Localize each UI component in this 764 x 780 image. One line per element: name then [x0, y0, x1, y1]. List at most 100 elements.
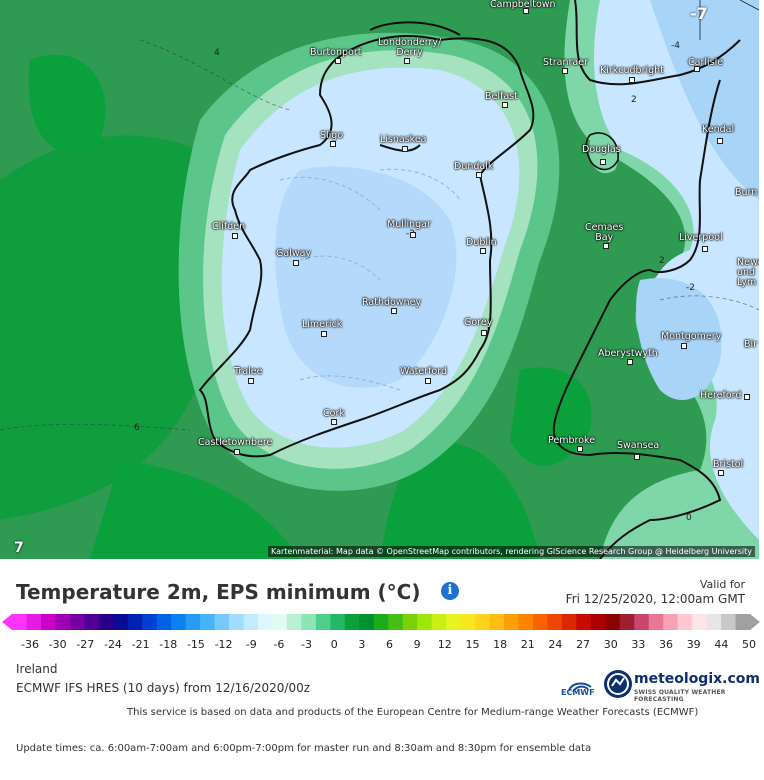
scale-swatch [417, 614, 433, 630]
city-label: Bir [744, 339, 758, 350]
city-label: Montgomery [661, 331, 722, 342]
city-label: Gorey [464, 317, 493, 328]
temperature-color-scale [2, 614, 760, 630]
city-marker [627, 359, 633, 365]
scale-tick-label: -30 [48, 638, 67, 651]
update-times: Update times: ca. 6:00am-7:00am and 6:00… [16, 743, 592, 754]
scale-tick-label: 18 [493, 638, 508, 651]
scale-swatch [619, 614, 635, 630]
city-label: Pembroke [548, 435, 596, 446]
city-label: Dundalk [454, 161, 494, 172]
info-icon[interactable]: i [441, 582, 459, 600]
city-label: Rathdowney [362, 297, 422, 308]
scale-swatch [272, 614, 288, 630]
meteologix-brand[interactable]: meteologix.com [634, 671, 760, 687]
scale-swatch [330, 614, 346, 630]
scale-swatch [431, 614, 447, 630]
city-label: Campbeltown [490, 0, 556, 10]
scale-tick-label: -27 [76, 638, 95, 651]
scale-swatch [286, 614, 302, 630]
scale-tick-label: -21 [131, 638, 150, 651]
weather-map[interactable]: 4 -4 2 -2 -2 2 6 0 7 -7 Campbeltown Lond… [0, 0, 759, 559]
city-label: Mullingar [387, 219, 431, 230]
scale-swatch [258, 614, 273, 630]
city-label: Tralee [234, 366, 263, 377]
scale-swatch [214, 614, 230, 630]
city-marker [702, 246, 708, 252]
meteologix-logo-icon[interactable] [604, 670, 632, 698]
isotherm-label: 2 [631, 95, 637, 105]
scale-swatch [504, 614, 519, 630]
scale-tick-label: 21 [520, 638, 535, 651]
scale-swatch [446, 614, 462, 630]
isotherm-label: 4 [214, 48, 220, 58]
city-label: Douglas [582, 144, 621, 155]
ecmwf-logo-icon[interactable] [561, 672, 601, 702]
scale-swatch [648, 614, 664, 630]
color-scale-labels: -36 -30 -27 -24 -21 -18 -15 -12 -9 -6 -3 0 3 6 9 12 15 18… [0, 638, 764, 652]
city-label: Burn [735, 187, 758, 198]
scale-tick-label: -12 [214, 638, 233, 651]
scale-swatch [84, 614, 100, 630]
scale-swatch [315, 614, 331, 630]
scale-swatch [388, 614, 404, 630]
city-marker [577, 446, 583, 452]
scale-swatch [402, 614, 418, 630]
scale-swatch [185, 614, 201, 630]
corner-value-label: 7 [14, 540, 24, 556]
scale-swatch [532, 614, 548, 630]
scale-swatch [590, 614, 606, 630]
city-label: Liverpool [679, 232, 723, 243]
city-label: Dublin [466, 237, 497, 248]
scale-tick-label: 44 [714, 638, 729, 651]
page-title: Temperature 2m, EPS minimum (°C) [16, 580, 421, 604]
city-label: Aberystwyth [598, 348, 658, 359]
city-marker [523, 8, 529, 14]
city-marker [600, 159, 606, 165]
scale-tick-label: 9 [413, 638, 421, 651]
scale-swatch [26, 614, 42, 630]
city-marker [717, 138, 723, 144]
city-label: Cork [323, 408, 345, 419]
city-marker [391, 308, 397, 314]
city-label: Cemaes Bay [585, 222, 624, 243]
valid-date: Fri 12/25/2020, 12:00am GMT [565, 592, 745, 606]
city-marker [480, 248, 486, 254]
scale-swatch [69, 614, 85, 630]
city-label: Clifden [212, 221, 246, 232]
model-run-info: ECMWF IFS HRES (10 days) from 12/16/2020… [16, 681, 311, 695]
scale-swatch [200, 614, 216, 630]
city-marker [402, 146, 408, 152]
scale-swatch [460, 614, 476, 630]
scale-swatch [113, 614, 129, 630]
scale-tick-label: -24 [103, 638, 122, 651]
city-marker [562, 68, 568, 74]
scale-swatch [576, 614, 592, 630]
scale-swatch [677, 614, 693, 630]
scale-swatch [40, 614, 56, 630]
city-label: Carlisle [688, 57, 724, 68]
scale-swatch [721, 614, 737, 630]
scale-tick-label: -18 [159, 638, 178, 651]
city-marker [694, 66, 700, 72]
scale-swatch [518, 614, 534, 630]
city-marker [502, 102, 508, 108]
scale-tick-label: -9 [245, 638, 257, 651]
city-label: Galway [276, 248, 312, 259]
city-label: Kendal [702, 124, 735, 135]
city-label: Lisnaskea [380, 134, 427, 145]
scale-tick-label: -6 [273, 638, 285, 651]
city-marker [718, 470, 724, 476]
isotherm-label: -4 [671, 41, 680, 51]
city-marker [629, 77, 635, 83]
city-marker [330, 141, 336, 147]
city-marker [335, 58, 341, 64]
city-label: Bristol [713, 459, 744, 470]
scale-swatch [127, 614, 143, 630]
scale-tick-label: 3 [358, 638, 366, 651]
ecmwf-logo-text[interactable]: ECMWF [561, 688, 595, 697]
city-label: Castletownbere [198, 437, 273, 448]
scale-swatch [605, 614, 621, 630]
scale-swatch [142, 614, 158, 630]
isotherm-label: 6 [134, 423, 140, 433]
